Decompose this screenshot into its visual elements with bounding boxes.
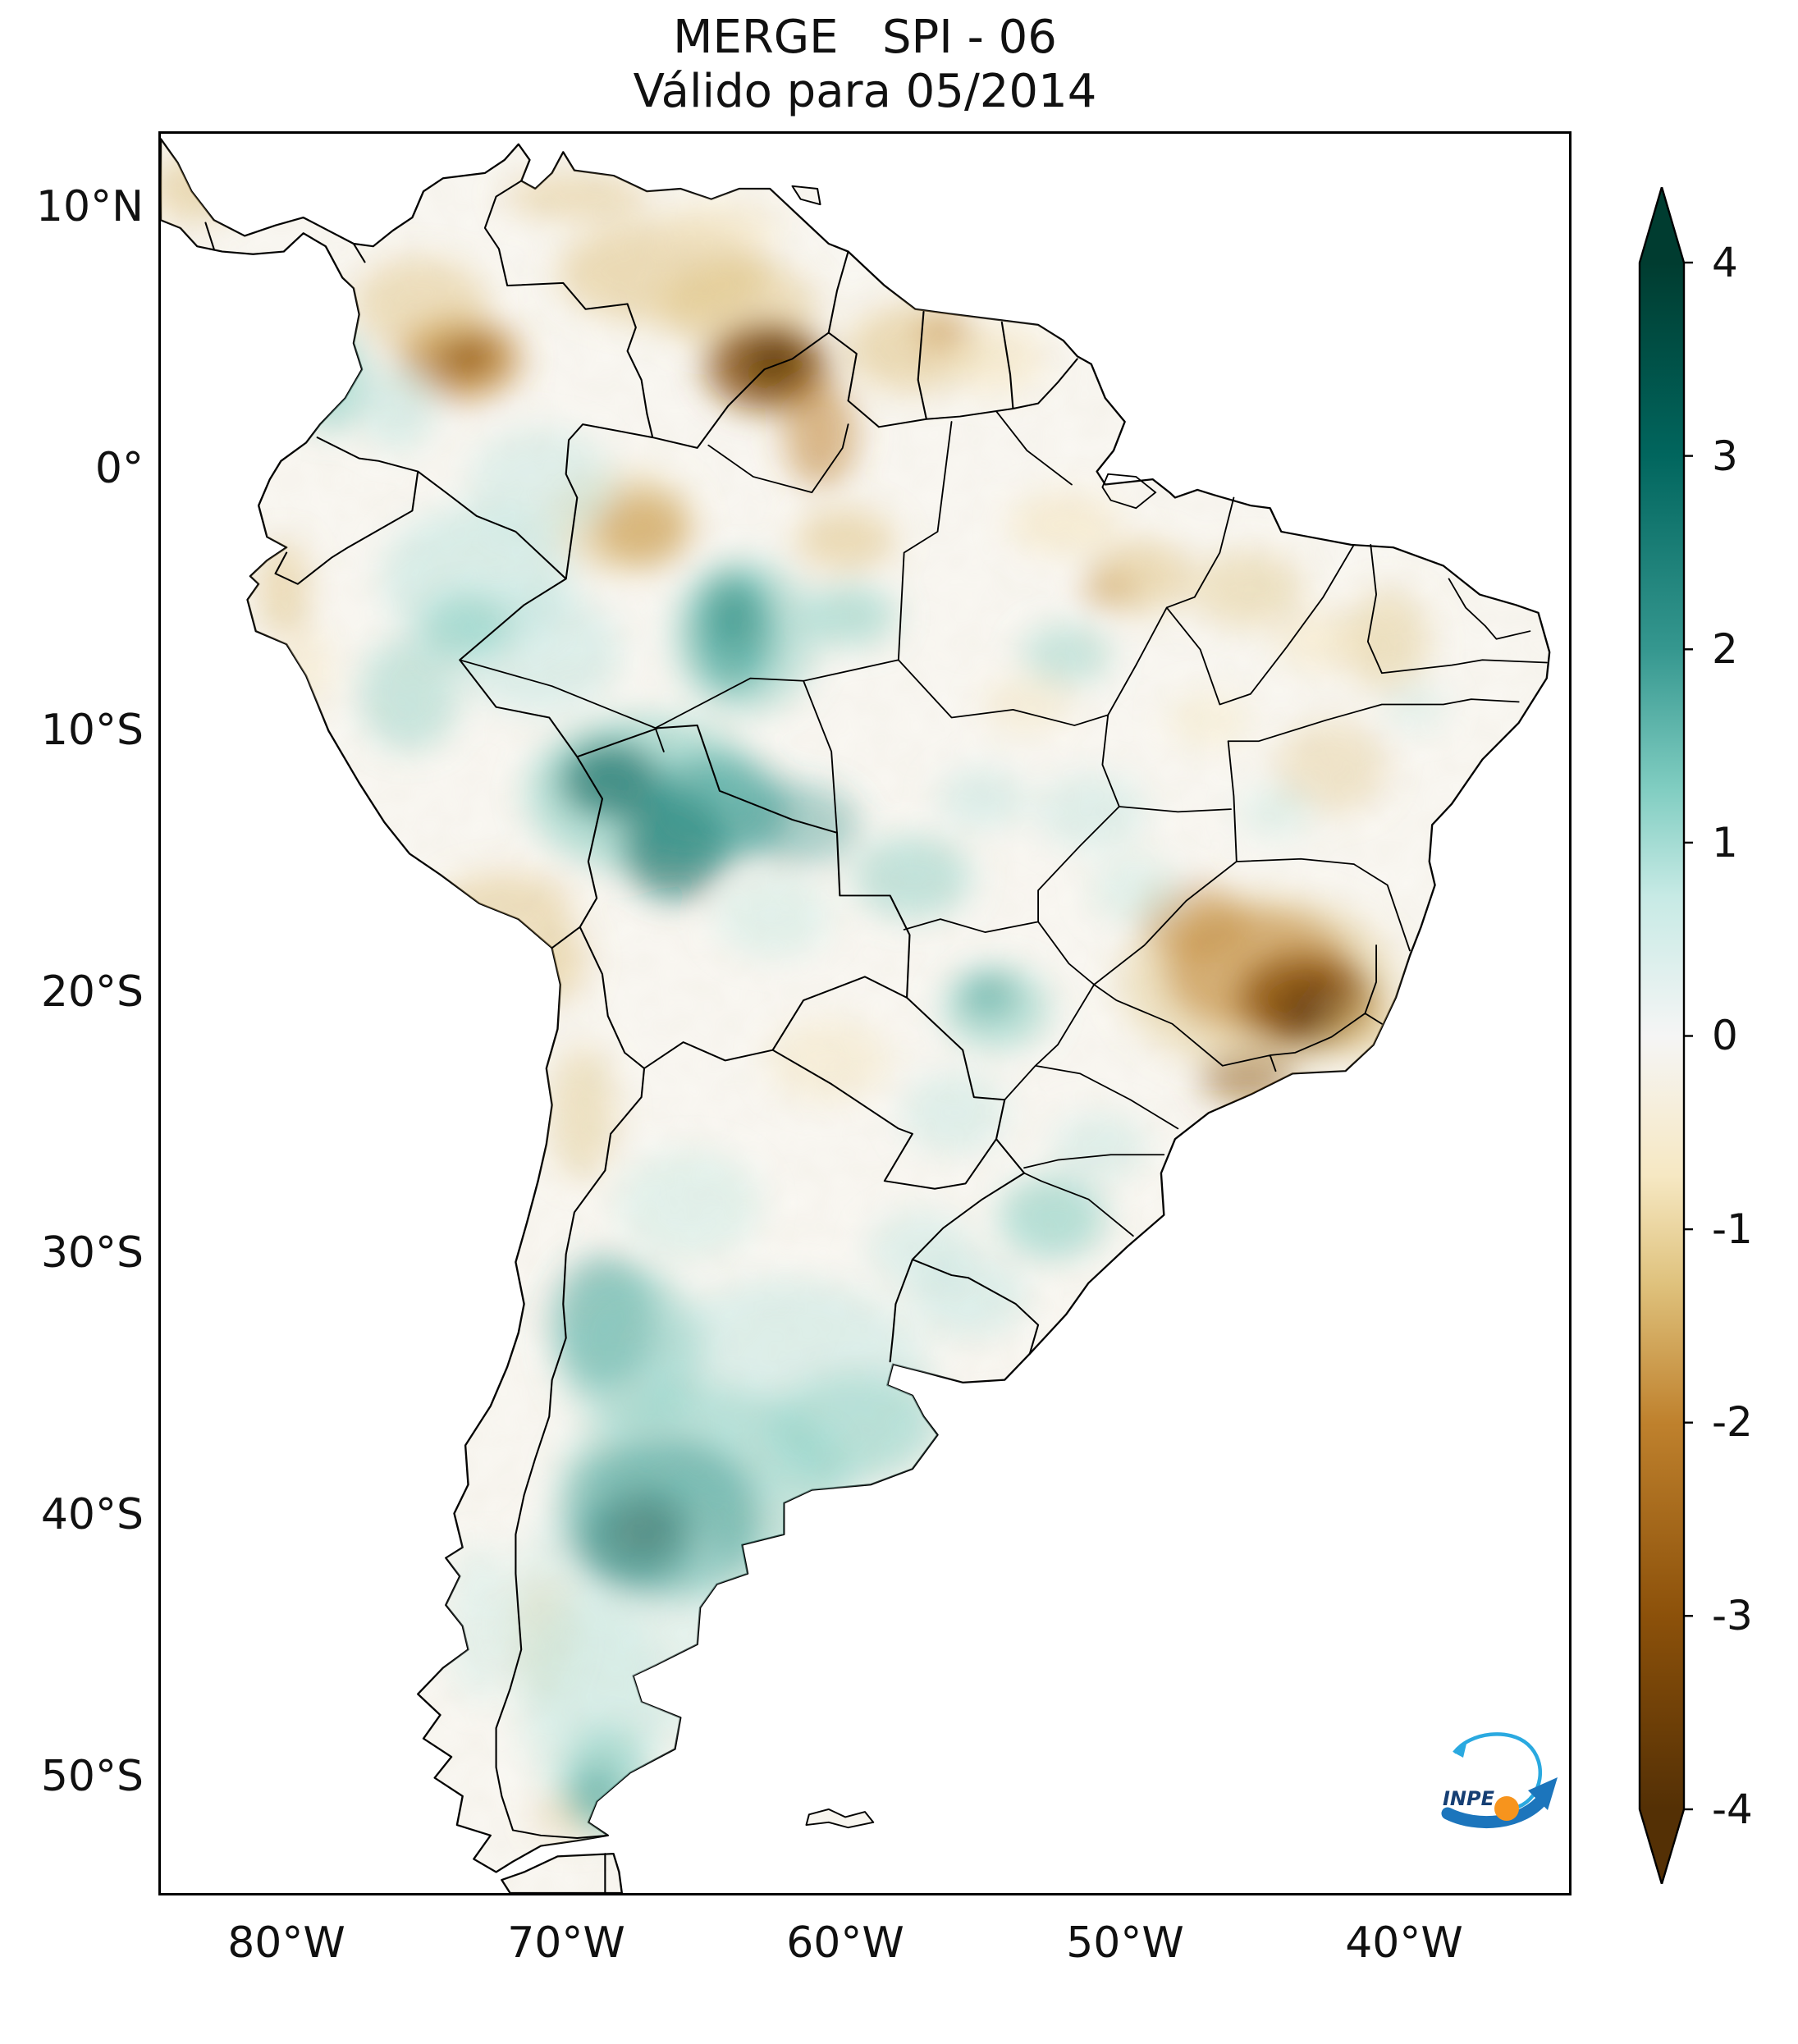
y-axis-tick-label: 10°S <box>40 706 144 755</box>
colorbar-gradient <box>1638 187 1686 1884</box>
y-axis-tick-label: 30°S <box>40 1228 144 1278</box>
figure-title: MERGE SPI - 06 <box>673 11 1057 64</box>
colorbar-tick-label: -4 <box>1712 1786 1753 1833</box>
colorbar-tick-marks <box>1684 261 1693 1811</box>
x-axis-tick-label: 40°W <box>1345 1918 1463 1968</box>
colorbar-tick-label: 1 <box>1712 819 1738 867</box>
map-frame <box>158 131 1572 1895</box>
colorbar-tick-label: 0 <box>1712 1012 1738 1059</box>
x-axis-tick-label: 70°W <box>507 1918 625 1968</box>
inpe-logo-text: INPE <box>1443 1787 1495 1810</box>
country-borders <box>204 180 1078 1893</box>
colorbar-tick-label: 3 <box>1712 432 1738 480</box>
x-axis-tick-label: 60°W <box>786 1918 904 1968</box>
x-axis-tick-label: 50°W <box>1066 1918 1184 1968</box>
inpe-logo-globe-icon <box>1494 1796 1519 1821</box>
map-canvas <box>161 138 1551 1893</box>
colorbar-tick-label: 2 <box>1712 625 1738 673</box>
figure-subtitle: Válido para 05/2014 <box>633 65 1097 118</box>
colorbar-tick-label: -1 <box>1712 1205 1753 1253</box>
y-axis-tick-label: 40°S <box>40 1490 144 1539</box>
y-axis-tick-label: 20°S <box>40 967 144 1017</box>
colorbar-tick-label: -3 <box>1712 1592 1753 1639</box>
raster-speckle-texture <box>161 139 1550 1893</box>
inpe-logo-swoosh-icon <box>1441 1777 1558 1828</box>
y-axis-tick-label: 0° <box>94 444 144 493</box>
spi-raster-blobs <box>161 139 1550 1893</box>
inpe-logo: INPE <box>1426 1720 1572 1841</box>
y-axis-tick-label: 50°S <box>40 1752 144 1801</box>
colorbar-tick-label: -2 <box>1712 1398 1753 1446</box>
colorbar <box>1635 187 1695 1884</box>
x-axis-tick-label: 80°W <box>227 1918 345 1968</box>
y-axis-tick-label: 10°N <box>35 182 144 231</box>
marajo-island <box>1101 473 1157 510</box>
colorbar-tick-label: 4 <box>1712 239 1738 286</box>
state-borders <box>459 410 1548 1237</box>
